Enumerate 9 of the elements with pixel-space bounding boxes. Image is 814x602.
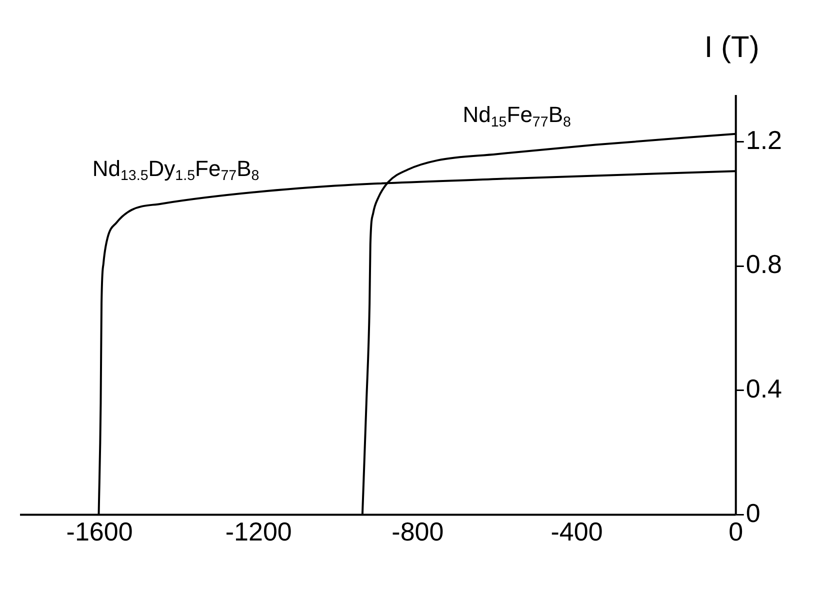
y-axis-title: I (T) xyxy=(704,31,760,64)
x-tick-label: -1600 xyxy=(66,516,133,547)
y-tick-label: 0 xyxy=(746,498,760,528)
y-tick-label: 1.2 xyxy=(746,124,782,155)
y-tick-label: 0.8 xyxy=(746,249,782,280)
x-tick-label: -400 xyxy=(550,516,603,547)
x-tick-label: -1200 xyxy=(225,516,292,547)
y-tick-label: 0.4 xyxy=(746,374,782,404)
x-tick-label: -800 xyxy=(392,516,444,547)
